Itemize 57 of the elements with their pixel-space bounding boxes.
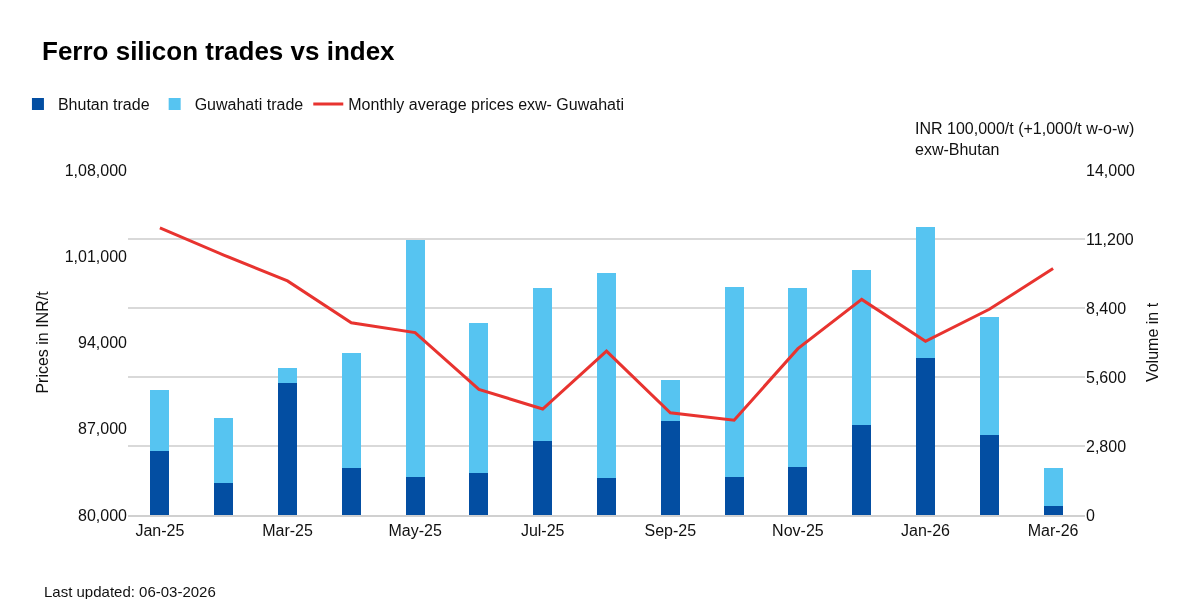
y-tick-label: 1,01,000	[64, 247, 128, 265]
bar	[979, 316, 999, 435]
text: INR 100,000/t (+1,000/t w-o-w) exw-Bhutan	[915, 120, 1135, 158]
bar	[150, 450, 170, 515]
bar	[660, 421, 680, 515]
bar	[915, 358, 936, 515]
x-tick-label: Jan-25	[135, 522, 185, 540]
y2-tick-label: 5,600	[1086, 368, 1127, 386]
chart-title: Ferro silicon trades vs index	[42, 36, 396, 67]
bar	[150, 390, 170, 451]
y2-tick-label: 2,800	[1086, 437, 1127, 455]
y2-tick-label: 14,000	[1086, 161, 1136, 179]
y-tick-label: 1,08,000	[64, 161, 128, 179]
x-tick-label: Jan-26	[901, 522, 951, 540]
y2-tick-label: 8,400	[1086, 299, 1127, 317]
bar	[277, 382, 298, 515]
x-tick-label: Nov-25	[772, 522, 824, 540]
y-tick-label: 94,000	[78, 334, 128, 352]
bar	[405, 239, 425, 478]
bar	[596, 273, 617, 479]
bar	[788, 466, 808, 515]
bar	[596, 478, 617, 515]
bar	[469, 323, 489, 474]
x-tick-label: Mar-26	[1027, 522, 1079, 540]
legend-label: Monthly average prices exw- Guwahati	[348, 96, 624, 114]
y-tick-label: 80,000	[78, 506, 128, 524]
bar	[788, 288, 808, 467]
x-tick-label: Sep-25	[644, 522, 697, 540]
bar	[724, 287, 744, 478]
bar	[469, 473, 489, 515]
bar	[1043, 505, 1063, 515]
line-series	[158, 226, 1055, 422]
y2-tick-label: 0	[1086, 506, 1095, 524]
bar	[214, 417, 234, 483]
bar	[724, 477, 744, 515]
legend-label: Guwahati trade	[194, 96, 304, 114]
y-tick-label: 87,000	[78, 420, 128, 438]
bar	[1043, 467, 1063, 506]
bar	[852, 425, 872, 515]
bar	[852, 270, 872, 426]
bar	[214, 482, 234, 515]
bar	[341, 353, 361, 468]
bar	[533, 288, 553, 442]
bar	[915, 226, 936, 359]
bar	[660, 379, 680, 422]
bar	[979, 434, 999, 515]
bar	[341, 467, 361, 515]
bar	[405, 477, 425, 515]
legend-label: Bhutan trade	[57, 96, 150, 114]
y2-tick-label: 11,200	[1086, 230, 1134, 248]
y2-axis-title: Volume in t	[1143, 302, 1161, 383]
bar	[277, 367, 298, 383]
x-tick-label: Jul-25	[520, 522, 565, 540]
y-axis-title: Prices in INR/t	[33, 290, 51, 394]
bar	[533, 441, 553, 515]
x-tick-label: Mar-25	[262, 522, 313, 540]
x-tick-label: May-25	[388, 522, 442, 540]
